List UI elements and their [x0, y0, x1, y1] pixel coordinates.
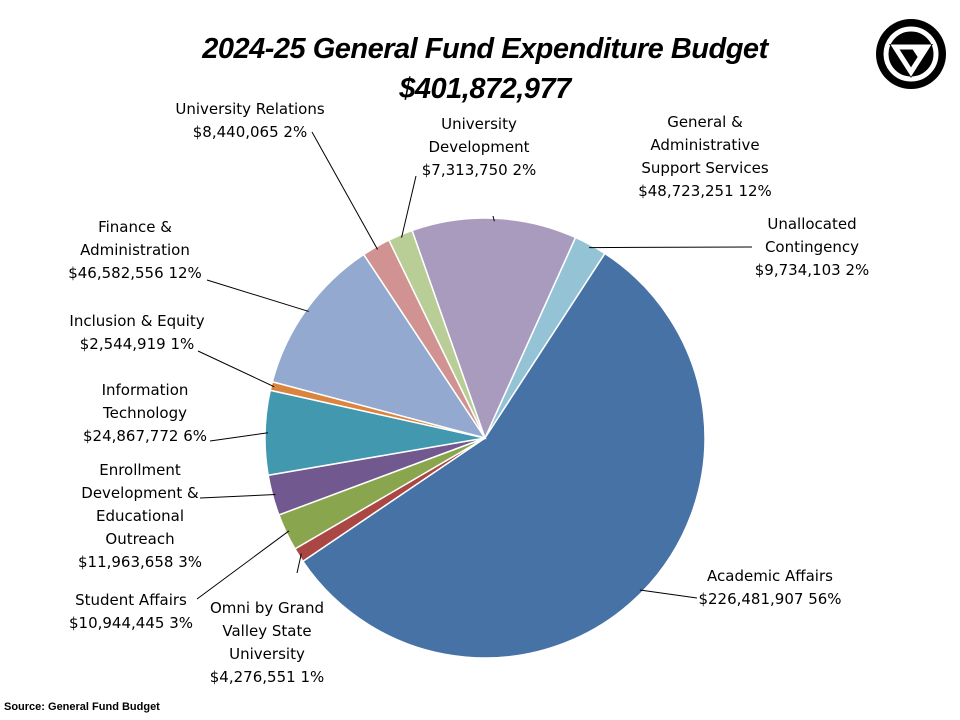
data-label-value: $9,734,103 2% [755, 259, 869, 282]
pie-slice-10 [411, 217, 577, 441]
data-label-value: $7,313,750 2% [422, 159, 536, 182]
gv-logo-icon [876, 19, 946, 89]
data-label: Information Technology $24,867,772 6% [83, 379, 207, 448]
data-label-value: $226,481,907 56% [698, 588, 841, 611]
data-label: Academic Affairs $226,481,907 56% [698, 565, 841, 611]
leader-line-4 [199, 494, 276, 499]
leader-line-2 [296, 553, 302, 574]
data-label-value: $2,544,919 1% [69, 333, 204, 356]
data-label-value: $4,276,551 1% [210, 666, 324, 689]
value-text: $8,440,065 [192, 123, 279, 141]
data-label: General & Administrative Support Services $… [638, 111, 772, 203]
data-label: Omni by Grand Valley State University $4,27… [210, 597, 324, 689]
data-label-category: University Development [428, 115, 530, 156]
value-text: $10,944,445 [68, 614, 165, 632]
value-text: $48,723,251 [638, 182, 734, 200]
data-label-category: Inclusion & Equity [69, 312, 205, 330]
chart-subtitle: $401,872,977 [399, 73, 571, 105]
data-label-value: $8,440,065 2% [175, 121, 324, 144]
leader-line-7 [206, 279, 309, 312]
percent-text: 12% [168, 264, 202, 282]
pie-slice-7 [271, 253, 487, 440]
data-label-category: Information Technology [101, 381, 189, 422]
data-label-value: $46,582,556 12% [68, 262, 202, 285]
leader-line-6 [197, 350, 275, 388]
percent-text: 3% [178, 553, 203, 571]
value-text: $226,481,907 [698, 590, 804, 608]
percent-text: 1% [300, 668, 325, 686]
data-label-value: $11,963,658 3% [78, 551, 202, 574]
data-label-category: University Relations [175, 100, 325, 118]
data-label-value: $48,723,251 12% [638, 180, 772, 203]
data-label-category: Academic Affairs [707, 567, 833, 585]
data-label-category: Omni by Grand Valley State University [209, 599, 325, 663]
value-text: $9,734,103 [754, 261, 841, 279]
source-note: Source: General Fund Budget [4, 701, 160, 713]
leader-line-10 [492, 215, 495, 222]
value-text: $2,544,919 [79, 335, 166, 353]
data-label-category: Student Affairs [75, 591, 187, 609]
data-label: Student Affairs $10,944,445 3% [69, 589, 193, 635]
percent-text: 2% [512, 161, 537, 179]
value-text: $7,313,750 [421, 161, 508, 179]
leader-line-3 [196, 530, 290, 600]
percent-text: 2% [845, 261, 870, 279]
value-text: $46,582,556 [68, 264, 164, 282]
data-label-category: Unallocated Contingency [764, 215, 860, 256]
data-label-category: General & Administrative Support Services [641, 113, 769, 177]
value-text: $4,276,551 [209, 668, 296, 686]
percent-text: 6% [183, 427, 208, 445]
data-label: Enrollment Development & Educational Outrea… [78, 459, 202, 574]
percent-text: 3% [169, 614, 194, 632]
data-label: University Development $7,313,750 2% [422, 113, 536, 182]
data-label: Finance & Administration $46,582,556 12% [68, 216, 202, 285]
data-label: Unallocated Contingency $9,734,103 2% [755, 213, 869, 282]
data-label-value: $24,867,772 6% [83, 425, 207, 448]
chart-title: 2024-25 General Fund Expenditure Budget [202, 33, 768, 65]
data-label-category: Enrollment Development & Educational Outrea… [81, 461, 199, 548]
percent-text: 1% [170, 335, 195, 353]
data-label-category: Finance & Administration [80, 218, 190, 259]
percent-text: 2% [283, 123, 308, 141]
leader-line-9 [401, 175, 417, 238]
value-text: $24,867,772 [82, 427, 179, 445]
pie-slice-1 [301, 252, 706, 659]
percent-text: 12% [738, 182, 772, 200]
data-label-value: $10,944,445 3% [69, 612, 193, 635]
leader-line-1 [639, 589, 698, 599]
value-text: $11,963,658 [77, 553, 174, 571]
leader-line-8 [311, 131, 378, 250]
percent-text: 56% [808, 590, 842, 608]
leader-line-5 [209, 432, 269, 442]
data-label: Inclusion & Equity $2,544,919 1% [69, 310, 204, 356]
data-label: University Relations $8,440,065 2% [175, 98, 324, 144]
leader-line-0 [589, 246, 753, 249]
